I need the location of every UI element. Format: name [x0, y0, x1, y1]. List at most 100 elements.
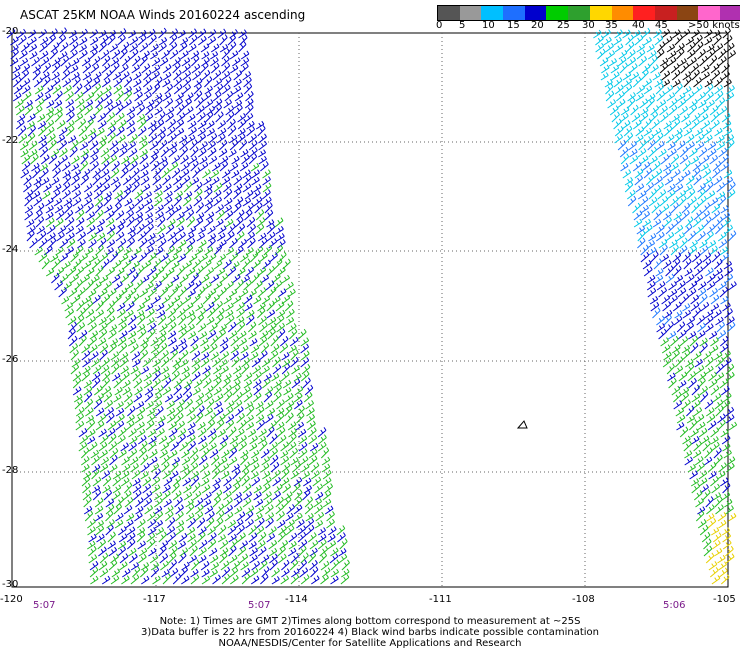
barb-left-1106: [129, 343, 139, 354]
barb-left-1930: [190, 574, 200, 585]
barb-left-1026: [267, 316, 277, 326]
barb-left-1641: [115, 496, 125, 508]
barb-left-1523: [180, 464, 190, 473]
barb-left-1057: [119, 330, 128, 340]
barb-left-1571: [163, 477, 173, 487]
barb-left-611: [262, 196, 272, 207]
barb-left-458: [231, 155, 240, 165]
barb-left-1693: [134, 512, 143, 522]
barb-left-48: [10, 44, 19, 53]
barb-right-576: [723, 449, 732, 459]
barb-left-1237: [243, 379, 253, 389]
barb-left-327: [167, 118, 177, 130]
barb-left-685: [256, 217, 266, 228]
barb-left-1654: [242, 497, 252, 508]
barb-left-1226: [133, 378, 143, 389]
barb-left-1755: [255, 525, 265, 536]
barb-right-284: [626, 189, 636, 200]
barb-left-121: [21, 63, 31, 74]
barb-left-1763: [336, 525, 346, 536]
barb-left-798: [109, 251, 119, 263]
barb-left-796: [89, 253, 99, 263]
barb-right-132: [714, 90, 724, 102]
barb-left-1788: [327, 533, 336, 543]
barb-left-1515: [99, 463, 109, 473]
barb-left-873: [130, 272, 139, 284]
barb-left-1030: [76, 322, 86, 333]
barb-left-516: [62, 174, 72, 186]
barb-left-1664: [94, 505, 104, 515]
barb-right-431: [699, 293, 708, 305]
barb-right-243: [652, 161, 661, 172]
barb-left-1315: [305, 400, 315, 410]
barb-left-1441: [108, 441, 118, 452]
barb-left-1715: [106, 519, 115, 529]
barb-left-1032: [98, 322, 108, 333]
barb-right-239: [720, 154, 729, 165]
barb-left-1258: [213, 386, 222, 396]
barb-left-1458: [280, 441, 290, 452]
barb-left-493: [81, 168, 91, 179]
barb-left-28: [47, 34, 57, 46]
barb-left-1896: [111, 568, 121, 578]
barb-left-747: [98, 237, 107, 249]
barb-right-342: [706, 224, 716, 235]
barb-left-967: [136, 303, 146, 312]
barb-right-397: [705, 267, 714, 277]
barb-right-258: [692, 167, 701, 179]
barb-left-1508: [280, 455, 290, 466]
legend-label-1: 5: [459, 20, 466, 31]
barb-left-249: [104, 98, 113, 109]
barb-left-1254: [173, 384, 182, 396]
barb-left-1021: [215, 314, 224, 326]
barb-left-1014: [146, 317, 155, 326]
barb-right-29: [605, 42, 614, 53]
barb-left-1667: [123, 505, 133, 515]
barb-right-398: [714, 267, 723, 277]
barb-right-322: [701, 210, 711, 221]
barb-right-604: [705, 496, 714, 508]
barb-left-1777: [217, 534, 227, 543]
barb-right-370: [699, 245, 709, 256]
lon-label-108: -108: [572, 594, 595, 605]
barb-left-1121: [279, 343, 289, 354]
barb-right-214: [695, 141, 705, 151]
barb-right-551: [676, 422, 685, 431]
barb-left-183: [162, 79, 171, 88]
barb-left-399: [138, 140, 148, 151]
barb-left-1125: [81, 350, 91, 361]
barb-left-417: [69, 146, 78, 158]
barb-right-179: [701, 120, 711, 130]
barb-left-635: [254, 202, 263, 214]
barb-left-112: [172, 57, 181, 67]
barb-right-536: [704, 399, 714, 410]
barb-left-126: [70, 65, 79, 74]
barb-left-255: [164, 98, 174, 109]
barb-right-294: [726, 189, 736, 200]
legend-label-9: 45: [655, 20, 668, 31]
barb-left-1023: [235, 316, 245, 326]
barb-left-445: [101, 154, 110, 165]
barb-left-820: [82, 260, 92, 270]
barb-left-489: [40, 167, 49, 179]
barb-right-583: [696, 462, 705, 473]
barb-left-1310: [255, 401, 264, 410]
barb-left-1766: [107, 531, 116, 543]
barb-left-1131: [139, 349, 149, 361]
barb-right-630: [705, 552, 715, 564]
barb-left-1225: [122, 379, 131, 389]
barb-left-1303: [184, 398, 194, 410]
barb-right-143: [698, 99, 707, 109]
barb-left-1884: [251, 560, 261, 571]
barb-left-1851: [178, 552, 187, 564]
barb-left-351: [157, 126, 167, 137]
barb-left-4: [49, 28, 58, 39]
barb-left-1220: [72, 377, 82, 389]
barb-right-429: [680, 293, 690, 305]
barb-left-339: [38, 125, 47, 137]
barb-left-984: [77, 307, 87, 319]
barb-left-164: [212, 70, 222, 81]
barb-right-351: [697, 231, 706, 242]
barb-left-380: [197, 133, 207, 144]
barb-left-814: [269, 252, 278, 263]
